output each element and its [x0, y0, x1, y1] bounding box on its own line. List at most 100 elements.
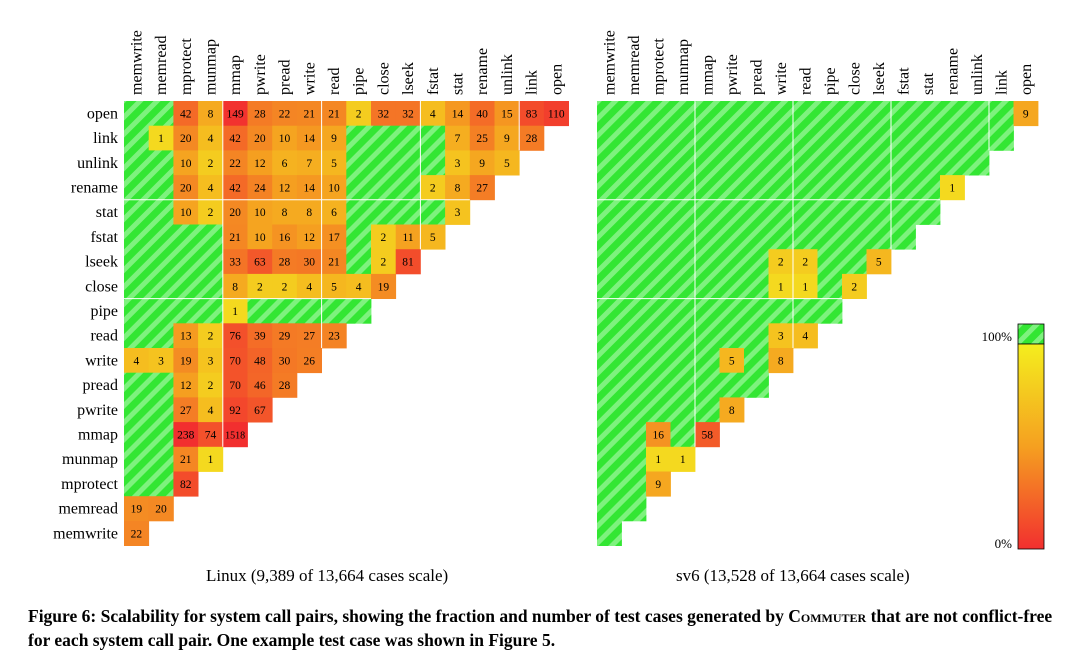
cell-stat-pipe — [817, 199, 843, 225]
cell-lseek-pipe — [817, 249, 843, 275]
cell-write-write — [768, 348, 794, 374]
cell-value: 1 — [208, 454, 214, 466]
cell-close-close — [842, 273, 867, 299]
cell-pipe-write — [296, 298, 322, 324]
cell-lseek-munmap — [198, 249, 224, 275]
cell-open-unlink — [494, 101, 520, 127]
cell-value: 2 — [208, 331, 214, 343]
col-header-memread: memread — [626, 35, 643, 95]
cell-value: 14 — [304, 182, 316, 194]
cell-read-mprotect — [173, 323, 199, 349]
cell-fstat-close — [842, 224, 867, 250]
cell-open-memwrite — [124, 101, 150, 127]
cell-unlink-close — [371, 150, 397, 176]
cell-fstat-pwrite — [247, 224, 273, 250]
cell-mprotect-memread — [148, 471, 174, 497]
col-header-fstat: fstat — [425, 67, 442, 95]
cell-value: 15 — [501, 108, 513, 120]
cell-value: 2 — [208, 158, 214, 170]
cell-pipe-pwrite — [247, 298, 273, 324]
cell-pipe-memwrite — [124, 298, 150, 324]
cell-pread-memwrite — [597, 372, 622, 398]
cell-value: 42 — [180, 108, 192, 120]
cell-unlink-unlink — [494, 150, 520, 176]
cell-rename-rename — [469, 175, 495, 201]
cell-unlink-stat — [445, 150, 471, 176]
cell-read-read — [321, 323, 347, 349]
col-header-stat: stat — [920, 72, 937, 95]
cell-link-link — [989, 125, 1014, 151]
cell-open-unlink — [964, 101, 990, 127]
cell-open-pwrite — [247, 101, 273, 127]
cell-close-mmap — [695, 273, 720, 299]
cell-open-pipe — [346, 101, 372, 127]
cell-unlink-pipe — [817, 150, 843, 176]
cell-link-link — [519, 125, 545, 151]
cell-open-memread — [148, 101, 174, 127]
col-header-fstat: fstat — [895, 67, 912, 95]
row-label-rename: rename — [71, 179, 118, 196]
cell-value: 8 — [729, 405, 735, 417]
cell-stat-mprotect — [646, 199, 671, 225]
cell-value: 10 — [254, 207, 266, 219]
cell-write-munmap — [670, 348, 696, 374]
cell-stat-mmap — [222, 199, 248, 225]
cell-pwrite-memwrite — [124, 397, 150, 423]
cell-value: 7 — [455, 133, 461, 145]
cell-close-memwrite — [597, 273, 622, 299]
col-header-mprotect: mprotect — [650, 38, 667, 95]
cell-munmap-mprotect — [646, 446, 671, 472]
cell-rename-munmap — [670, 175, 696, 201]
cell-rename-mmap — [695, 175, 720, 201]
cell-fstat-mmap — [695, 224, 720, 250]
cell-fstat-read — [793, 224, 818, 250]
col-header-open: open — [548, 64, 565, 95]
cell-value: 5 — [729, 355, 735, 367]
cell-value: 238 — [177, 429, 195, 441]
cell-fstat-close — [371, 224, 397, 250]
cell-write-mmap — [222, 348, 248, 374]
cell-munmap-memwrite — [597, 446, 622, 472]
cell-lseek-lseek — [866, 249, 892, 275]
cell-unlink-pwrite — [719, 150, 745, 176]
col-header-read: read — [326, 67, 343, 95]
cell-unlink-write — [768, 150, 794, 176]
cell-pipe-mmap — [695, 298, 720, 324]
cell-value: 21 — [229, 232, 241, 244]
cell-lseek-read — [321, 249, 347, 275]
cell-unlink-fstat — [420, 150, 446, 176]
cell-mprotect-memread — [621, 471, 647, 497]
cell-value: 3 — [455, 207, 461, 219]
cell-write-mmap — [695, 348, 720, 374]
cell-fstat-munmap — [670, 224, 696, 250]
cell-unlink-memread — [621, 150, 647, 176]
cell-lseek-close — [371, 249, 397, 275]
cell-fstat-pread — [744, 224, 769, 250]
cell-rename-pwrite — [719, 175, 745, 201]
cell-link-memwrite — [597, 125, 622, 151]
cell-pipe-pread — [744, 298, 769, 324]
cell-read-memwrite — [124, 323, 150, 349]
cell-unlink-write — [296, 150, 322, 176]
col-header-stat: stat — [449, 72, 466, 95]
cell-pwrite-mmap — [222, 397, 248, 423]
cell-read-write — [768, 323, 794, 349]
cell-unlink-memwrite — [124, 150, 150, 176]
cell-value: 110 — [548, 108, 565, 120]
col-header-rename: rename — [944, 48, 961, 95]
cell-mprotect-memwrite — [124, 471, 150, 497]
cell-value: 5 — [430, 232, 436, 244]
cell-unlink-stat — [915, 150, 941, 176]
cell-write-pwrite — [247, 348, 273, 374]
cell-lseek-munmap — [670, 249, 696, 275]
row-label-pipe: pipe — [90, 303, 118, 320]
cell-link-memread — [148, 125, 174, 151]
cell-value: 2 — [208, 207, 214, 219]
cell-value: 6 — [282, 158, 288, 170]
cell-unlink-lseek — [866, 150, 892, 176]
cell-rename-fstat — [891, 175, 916, 201]
cell-link-rename — [940, 125, 965, 151]
cell-fstat-memwrite — [124, 224, 150, 250]
cell-mmap-munmap — [670, 422, 696, 448]
cell-link-read — [793, 125, 818, 151]
